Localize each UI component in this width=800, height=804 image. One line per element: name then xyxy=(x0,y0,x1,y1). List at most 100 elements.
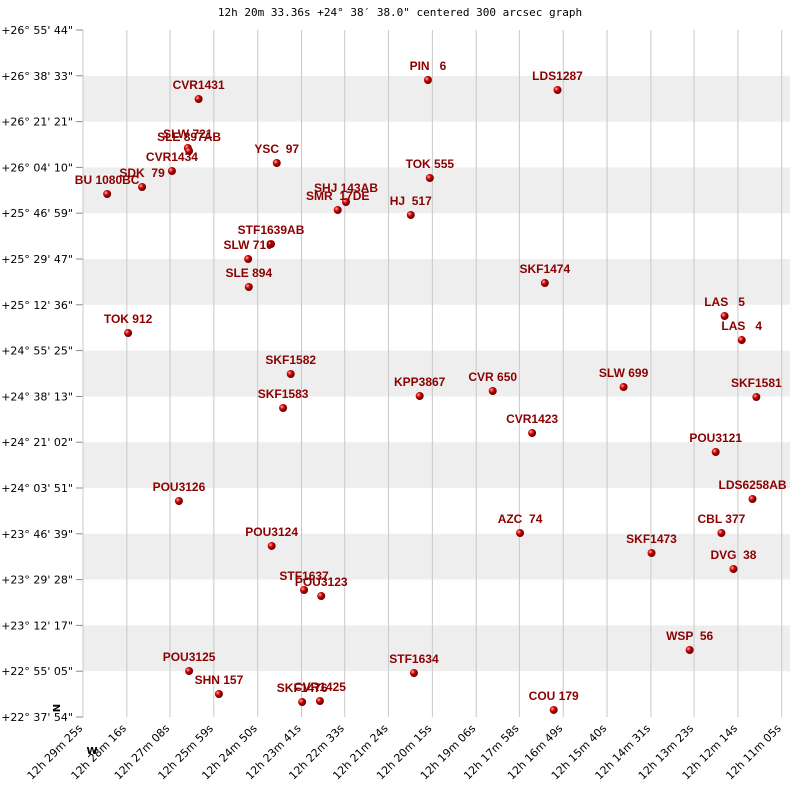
star-label: CVR 650 xyxy=(468,370,517,384)
star-point xyxy=(415,392,424,401)
star-point xyxy=(516,529,525,538)
star-label: YSC 97 xyxy=(254,142,299,156)
star-label: KPP3867 xyxy=(394,375,446,389)
star-label: SDK 79 xyxy=(119,166,165,180)
star-label: LDS1287 xyxy=(532,69,583,83)
band xyxy=(83,625,790,672)
y-tick-label: +26° 21' 21" xyxy=(1,116,73,129)
star-point xyxy=(138,182,147,191)
star-point xyxy=(272,159,281,168)
star-point xyxy=(406,211,415,220)
star-point xyxy=(300,585,309,594)
star-label: STF1634 xyxy=(389,652,439,666)
star-point xyxy=(737,336,746,345)
star-point xyxy=(298,697,307,706)
star-label: SKF1474 xyxy=(519,262,570,276)
star-label: SLE 894 xyxy=(225,266,272,280)
chart-title: 12h 20m 33.36s +24° 38′ 38.0" centered 3… xyxy=(218,6,582,19)
star-label: BU 1080BC xyxy=(75,173,140,187)
star-point xyxy=(103,190,112,199)
star-label: SMR 17DE xyxy=(306,189,369,203)
star-point xyxy=(341,197,350,206)
star-point xyxy=(315,697,324,706)
y-tick-label: +25° 46' 59" xyxy=(1,207,73,220)
star-label: SLE 897AB xyxy=(157,130,221,144)
star-point xyxy=(553,85,562,94)
star-point xyxy=(720,311,729,320)
star-label: POU3124 xyxy=(245,525,298,539)
y-tick-label: +24° 38' 13" xyxy=(1,390,73,403)
y-tick-label: +23° 12' 17" xyxy=(1,619,73,632)
star-label: SLW 699 xyxy=(599,366,649,380)
star-label: SKF1583 xyxy=(258,387,309,401)
y-tick-label: +23° 29' 28" xyxy=(1,574,73,587)
star-label: POU3121 xyxy=(689,431,742,445)
star-label: AZC 74 xyxy=(498,512,543,526)
star-point xyxy=(279,404,288,413)
star-point xyxy=(647,548,656,557)
star-point xyxy=(244,282,253,291)
star-point xyxy=(685,645,694,654)
star-label: CVR1431 xyxy=(173,78,225,92)
star-label: LAS 4 xyxy=(721,319,762,333)
y-tick-label: +26° 55' 44" xyxy=(1,24,73,37)
star-point xyxy=(286,369,295,378)
y-tick-label: +22° 55' 05" xyxy=(1,665,73,678)
star-point xyxy=(185,666,194,675)
star-label: SHN 157 xyxy=(195,673,244,687)
y-tick-label: +24° 21' 02" xyxy=(1,436,73,449)
star-point xyxy=(214,689,223,698)
west-label: W xyxy=(86,746,97,757)
star-point xyxy=(185,147,194,156)
star-label: POU3126 xyxy=(153,480,206,494)
star-point xyxy=(244,255,253,264)
star-label: LAS 5 xyxy=(704,295,745,309)
star-label: SHJ 143AB xyxy=(314,181,378,195)
star-label: SKF1581 xyxy=(731,376,782,390)
star-label: CVR1425 xyxy=(294,680,346,694)
y-tick-label: +25° 12' 36" xyxy=(1,299,73,312)
star-label: TOK 912 xyxy=(104,312,153,326)
star-point xyxy=(167,166,176,175)
star-label: LDS6258AB xyxy=(719,478,787,492)
star-point xyxy=(124,328,133,337)
star-point xyxy=(194,95,203,104)
y-tick-label: +26° 38' 33" xyxy=(1,70,73,83)
y-tick-label: +24° 03' 51" xyxy=(1,482,73,495)
star-point xyxy=(267,240,276,249)
y-tick-label: +24° 55' 25" xyxy=(1,345,73,358)
star-point xyxy=(174,496,183,505)
star-label: STF1639AB xyxy=(238,223,305,237)
band xyxy=(83,259,790,305)
star-label: SKF1473 xyxy=(626,532,677,546)
y-tick-label: +25° 29' 47" xyxy=(1,253,73,266)
star-label: SLW 721 xyxy=(163,127,213,141)
star-label: WSP 56 xyxy=(666,629,713,643)
star-point xyxy=(423,76,432,85)
star-point xyxy=(549,705,558,714)
star-point xyxy=(619,383,628,392)
star-label: STF1637 xyxy=(279,569,329,583)
band xyxy=(83,167,790,214)
star-point xyxy=(748,494,757,503)
star-point xyxy=(488,386,497,395)
star-label: POU3123 xyxy=(295,575,348,589)
band xyxy=(83,350,790,397)
band xyxy=(83,442,790,488)
star-label: SKF1582 xyxy=(265,353,316,367)
star-point xyxy=(267,541,276,550)
star-label: DVG 38 xyxy=(710,548,756,562)
star-label: TOK 555 xyxy=(406,157,455,171)
star-point xyxy=(717,529,726,538)
star-point xyxy=(317,591,326,600)
star-point xyxy=(333,205,342,214)
north-label: N xyxy=(52,704,63,712)
star-label: SKF1476 xyxy=(277,681,328,695)
star-label: HJ 517 xyxy=(390,194,432,208)
y-tick-label: +23° 46' 39" xyxy=(1,528,73,541)
star-label: CBL 377 xyxy=(697,512,745,526)
y-tick-label: +22° 37' 54" xyxy=(1,711,73,724)
star-label: CVR1434 xyxy=(146,150,198,164)
star-point xyxy=(409,668,418,677)
